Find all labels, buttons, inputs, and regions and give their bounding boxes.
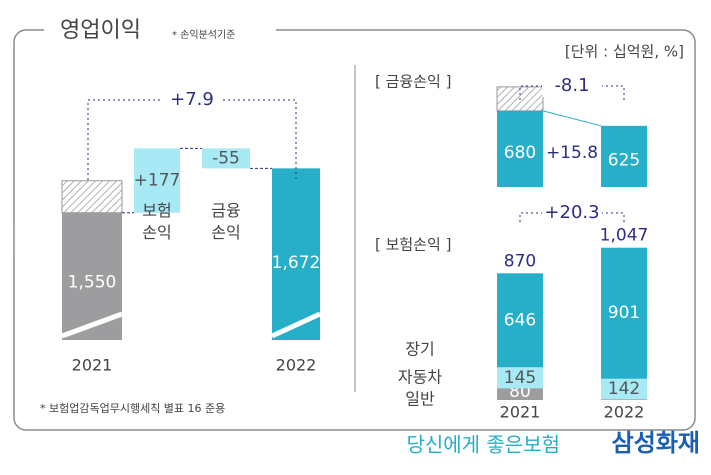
slogan: 당신에게 좋은보험 [406, 433, 560, 457]
series-label: 일반 [405, 390, 435, 409]
value-label: 145 [504, 368, 536, 388]
chart-title: [ 금융손익 ] [375, 73, 451, 91]
value-label: 646 [504, 310, 536, 330]
axis-break [270, 311, 322, 339]
bar [272, 168, 320, 340]
gap-label: +15.8 [546, 143, 598, 163]
change-bracket [87, 99, 297, 180]
x-tick-label: 2021 [500, 403, 541, 422]
frame [13, 29, 696, 431]
bar [202, 148, 250, 169]
value-label: -55 [212, 148, 240, 168]
change-label-bg [542, 202, 602, 224]
value-label: 901 [608, 303, 640, 323]
x-tick-label: 2021 [72, 356, 113, 375]
value-label: 142 [608, 379, 640, 399]
brand: 삼성화재 [612, 429, 700, 457]
x-tick-label: 보험 손익 [142, 201, 172, 242]
bar-segment [601, 247, 647, 379]
x-tick-label: 2022 [276, 356, 317, 375]
footnote: * 보험업감독업무시행세칙 별표 16 준용 [40, 402, 225, 415]
total-label: 1,047 [600, 226, 649, 246]
axis-break [61, 311, 123, 339]
title: 영업이익 [60, 18, 141, 43]
bar-segment [601, 378, 647, 400]
title-note: * 손익분석기준 [172, 29, 235, 41]
change-label: +7.9 [170, 89, 214, 110]
hatch [61, 180, 123, 214]
value-label: +177 [134, 171, 181, 191]
value-label: 680 [504, 143, 536, 163]
bar [497, 110, 543, 187]
value-label: 625 [608, 150, 640, 170]
title-bg [44, 18, 276, 44]
bar-segment [497, 273, 543, 368]
total-label: 870 [504, 251, 536, 271]
change-label-bg [162, 89, 222, 111]
change-label: +20.3 [544, 202, 599, 223]
unit: [단위 : 십억원, %] [565, 43, 684, 61]
change-label-bg [542, 75, 602, 97]
value-label: 1,672 [272, 253, 321, 273]
series-label: 자동차 [398, 367, 442, 386]
x-tick-label: 2022 [604, 403, 645, 422]
connector [542, 110, 602, 127]
value-label: 1,550 [68, 273, 117, 293]
bar [601, 125, 647, 187]
bar [134, 148, 180, 213]
bar-segment [497, 367, 543, 389]
change-label: -8.1 [554, 75, 589, 96]
chart-title: [ 보험손익 ] [375, 236, 451, 254]
series-label: 장기 [405, 340, 434, 359]
x-tick-label: 금융 손익 [211, 201, 241, 242]
